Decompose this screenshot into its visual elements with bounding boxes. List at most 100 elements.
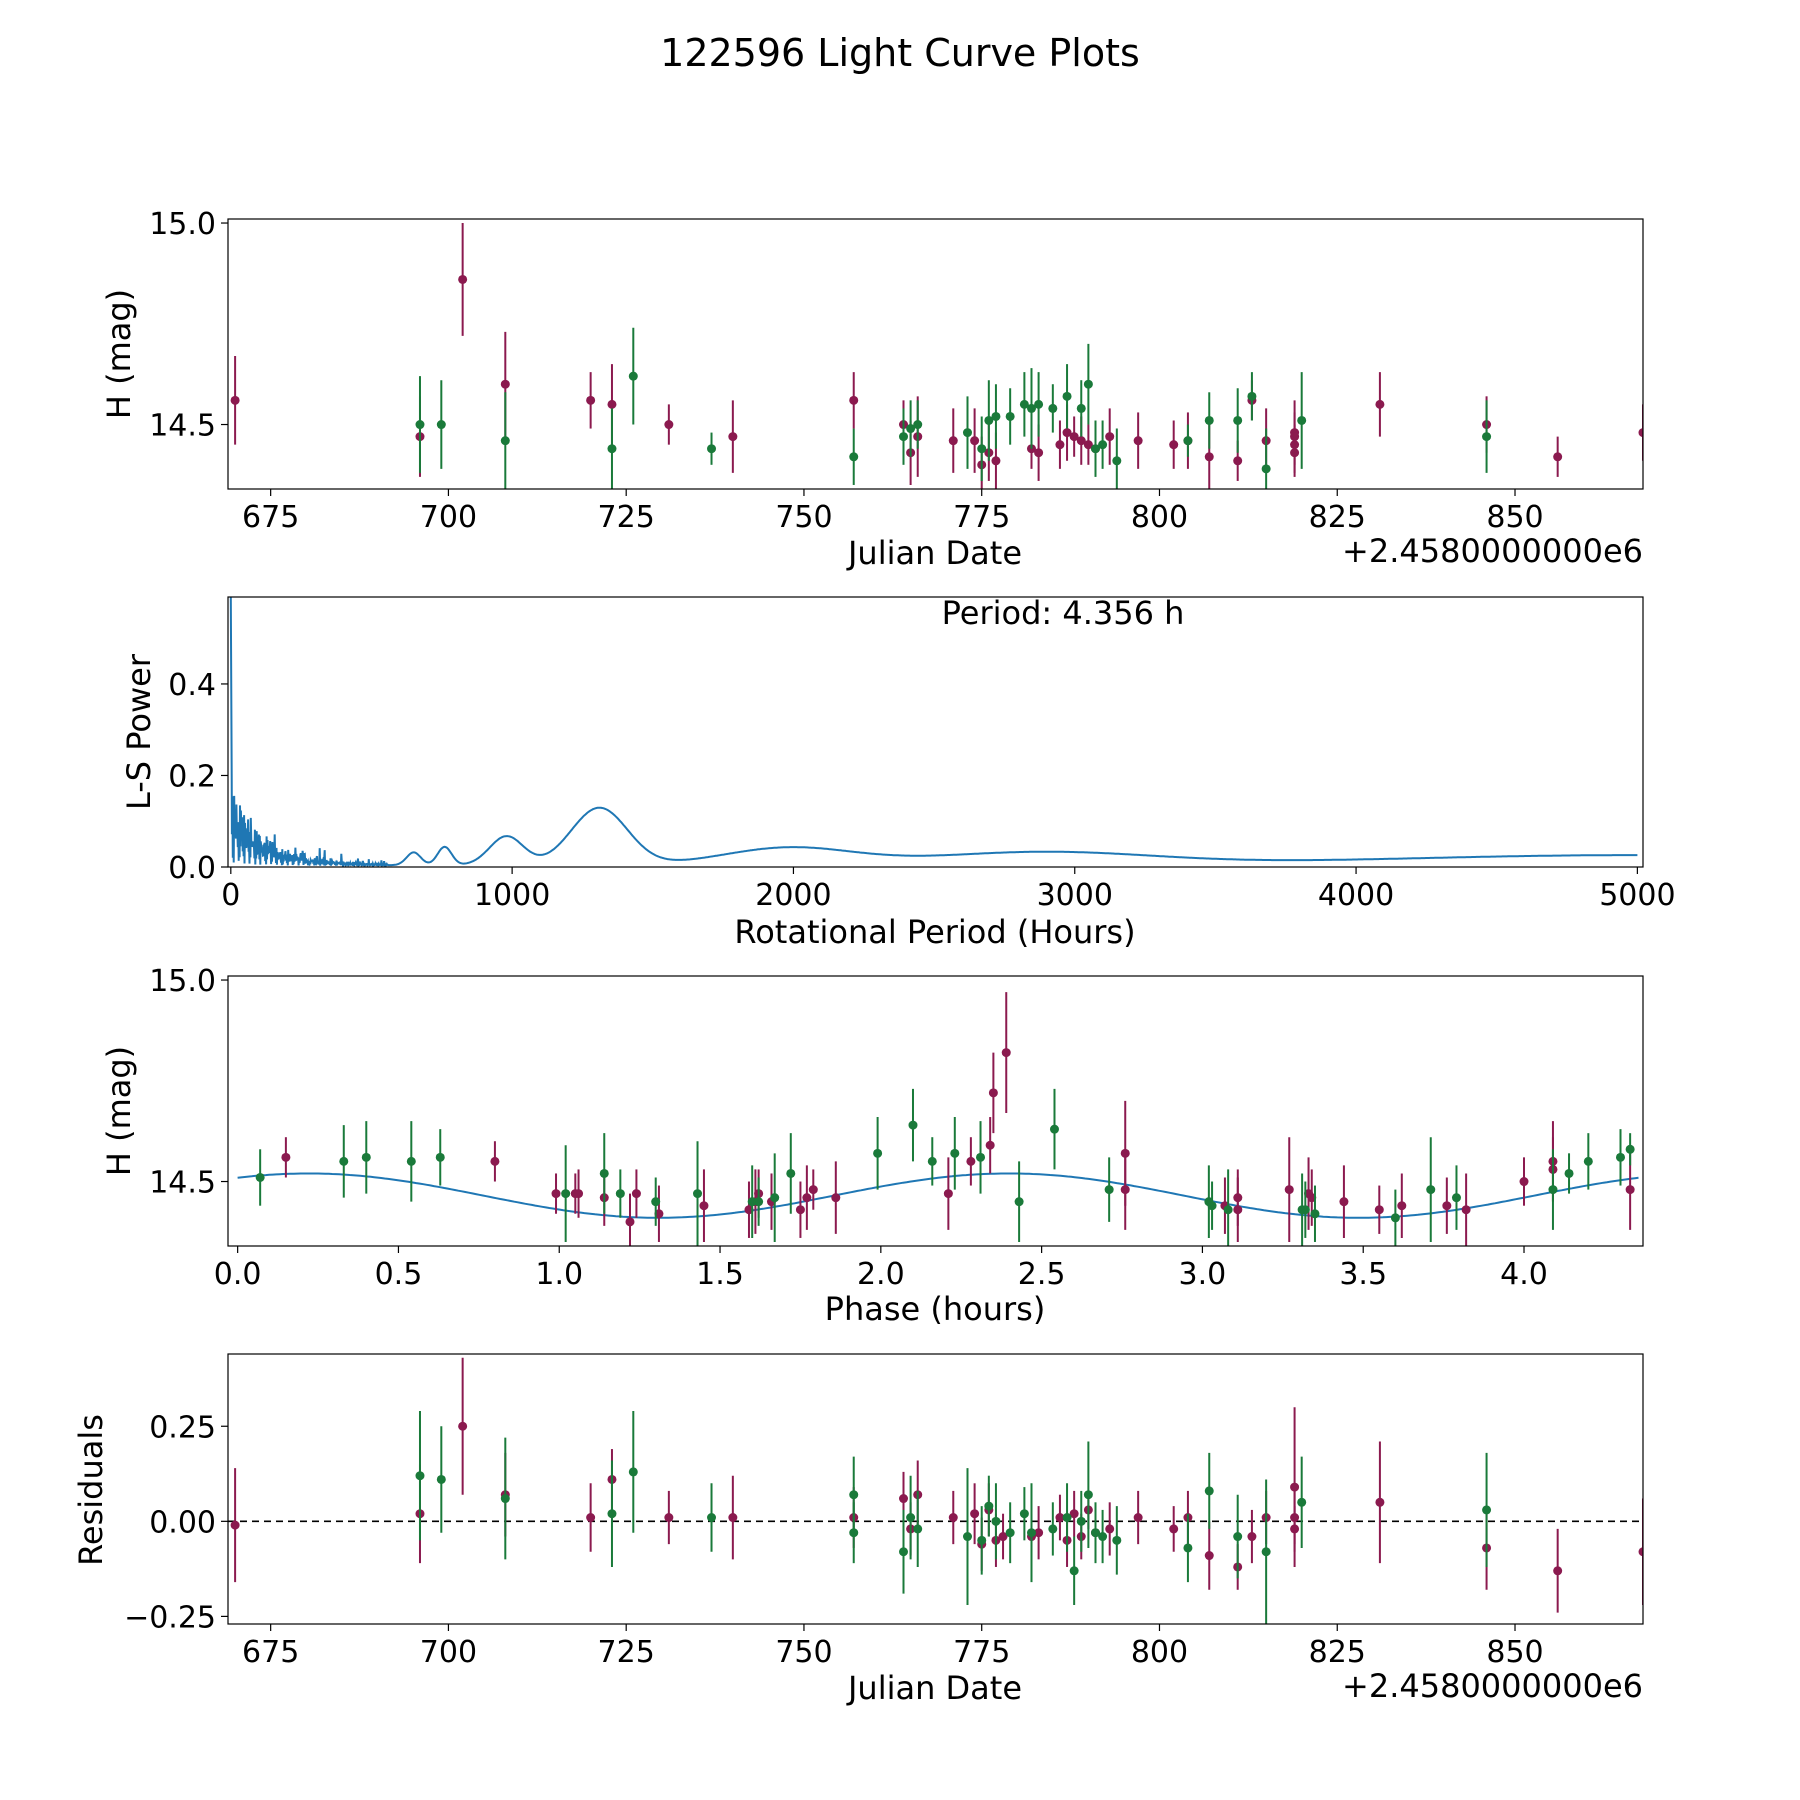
residuals-point: [1055, 1513, 1065, 1523]
residuals-ylabel: Residuals: [72, 1414, 110, 1566]
phased-point: [551, 1189, 561, 1199]
phased-point: [988, 1088, 998, 1098]
phased-xtick-label: 0.0: [214, 1257, 262, 1292]
phased-point: [1207, 1201, 1217, 1211]
lightcurve-point: [1034, 448, 1044, 458]
lightcurve-point: [1076, 436, 1086, 446]
phased-point: [1615, 1152, 1625, 1162]
phased-point: [615, 1189, 625, 1199]
lightcurve-point: [948, 436, 958, 446]
residuals-ytick-label: −0.25: [124, 1600, 216, 1635]
residuals-point: [1297, 1497, 1307, 1507]
lightcurve-point: [1233, 456, 1243, 466]
residuals-point: [230, 1520, 240, 1530]
residuals-point: [1553, 1566, 1563, 1576]
lightcurve-point: [906, 424, 916, 434]
phased-point: [651, 1197, 661, 1207]
phased-point: [1120, 1148, 1130, 1158]
lightcurve-frame: [227, 218, 1644, 490]
residuals-axes: 675 700 725 750 775 800 825 850 −0.25 0.00 0.25: [124, 1410, 1544, 1670]
residuals-point: [1375, 1497, 1385, 1507]
lightcurve-xtick-label: 700: [420, 500, 477, 535]
phased-point: [976, 1152, 986, 1162]
phased-point: [1104, 1185, 1114, 1195]
lightcurve-point: [607, 399, 617, 409]
residuals-point: [664, 1513, 674, 1523]
lightcurve-point: [849, 395, 859, 405]
periodogram-curve: [229, 597, 1638, 867]
lightcurve-point: [628, 371, 638, 381]
lightcurve-point: [1204, 415, 1214, 425]
phased-point: [770, 1193, 780, 1203]
periodogram-xtick-label: 4000: [1318, 878, 1394, 913]
lightcurve-point: [1026, 403, 1036, 413]
residuals-point: [977, 1535, 987, 1545]
residuals-point: [607, 1509, 617, 1519]
phased-plot-area: [237, 992, 1639, 1246]
residuals-point: [1204, 1551, 1214, 1561]
lightcurve-point: [1076, 403, 1086, 413]
phased-ytick-label: 14.5: [149, 1166, 216, 1201]
lightcurve-panel: 675 700 725 750 775 800 825 850 14.5 15.0 Julian …: [100, 207, 1644, 572]
phased-point: [966, 1156, 976, 1166]
residuals-xtick-label: 700: [420, 1635, 477, 1670]
lightcurve-point: [500, 379, 510, 389]
phased-ylabel: H (mag): [100, 1046, 138, 1176]
lightcurve-point: [1375, 399, 1385, 409]
residuals-point: [1019, 1509, 1029, 1519]
phased-point: [490, 1156, 500, 1166]
phased-model-curve: [237, 1172, 1639, 1219]
phased-point: [1339, 1197, 1349, 1207]
phased-point: [943, 1189, 953, 1199]
residuals-point: [899, 1547, 909, 1557]
lightcurve-point: [664, 420, 674, 430]
lightcurve-ytick-label: 15.0: [149, 207, 216, 242]
phased-point: [1583, 1156, 1593, 1166]
lightcurve-point: [1083, 379, 1093, 389]
lightcurve-point: [1005, 411, 1015, 421]
residuals-point: [1048, 1524, 1058, 1534]
phased-point: [747, 1197, 757, 1207]
phased-point: [754, 1197, 764, 1207]
residuals-point: [1261, 1547, 1271, 1557]
phased-point: [831, 1193, 841, 1203]
phased-point: [1451, 1193, 1461, 1203]
phased-point: [631, 1189, 641, 1199]
phased-point: [1625, 1185, 1635, 1195]
periodogram-ytick-label: 0.2: [168, 759, 216, 794]
phased-point: [1014, 1197, 1024, 1207]
lightcurve-point: [607, 444, 617, 454]
lightcurve-point: [1098, 440, 1108, 450]
phased-xtick-label: 2.5: [1018, 1257, 1066, 1292]
residuals-point: [1069, 1566, 1079, 1576]
residuals-xlabel: Julian Date: [846, 1669, 1022, 1707]
lightcurve-point: [1553, 452, 1563, 462]
lightcurve-point: [458, 274, 468, 284]
residuals-point: [913, 1524, 923, 1534]
residuals-point: [984, 1501, 994, 1511]
lightcurve-point: [991, 456, 1001, 466]
phased-point: [1564, 1168, 1574, 1178]
periodogram-xlabel: Rotational Period (Hours): [734, 913, 1135, 951]
phased-point: [561, 1189, 571, 1199]
lightcurve-axes: 675 700 725 750 775 800 825 850 14.5 15.0: [149, 207, 1543, 535]
phased-point: [1442, 1201, 1452, 1211]
lightcurve-point: [500, 436, 510, 446]
phased-point: [406, 1156, 416, 1166]
lightcurve-point: [962, 428, 972, 438]
periodogram-xtick-label: 0: [221, 878, 240, 913]
lightcurve-point: [1019, 399, 1029, 409]
lightcurve-point: [1638, 428, 1643, 438]
residuals-xtick-label: 775: [953, 1635, 1010, 1670]
residuals-point: [1062, 1513, 1072, 1523]
lightcurve-offset-label: +2.4580000000e6: [1342, 532, 1643, 570]
lightcurve-point: [1048, 403, 1058, 413]
lightcurve-xlabel: Julian Date: [846, 534, 1022, 572]
residuals-xtick-label: 850: [1486, 1635, 1543, 1670]
phased-xtick-label: 1.5: [696, 1257, 744, 1292]
residuals-ytick-label: 0.25: [149, 1410, 216, 1445]
lightcurve-point: [1083, 440, 1093, 450]
residuals-panel: 675 700 725 750 775 800 825 850 −0.25 0.00 0.25 Ju…: [72, 1353, 1644, 1707]
phased-point: [927, 1156, 937, 1166]
